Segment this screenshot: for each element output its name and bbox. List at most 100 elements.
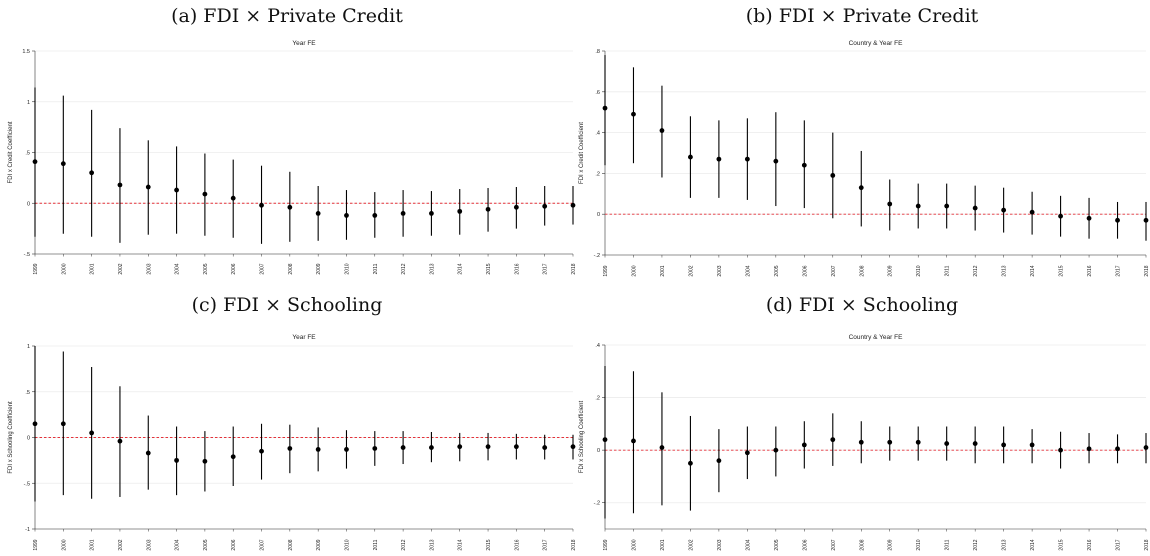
point-estimate (944, 441, 950, 446)
point-estimate (32, 421, 38, 427)
y-tick-label: -.2 (594, 253, 600, 259)
point-estimate (174, 457, 179, 463)
point-estimate (773, 158, 779, 164)
point-estimate (972, 205, 978, 211)
point-estimate (89, 170, 95, 176)
x-tick-label: 2014 (458, 263, 464, 274)
y-tick-label: .5 (25, 390, 30, 396)
x-tick-label: 2011 (373, 263, 379, 274)
point-estimate (32, 159, 38, 165)
x-tick-label: 2015 (1059, 265, 1065, 276)
x-tick-label: 2002 (118, 539, 124, 550)
panel-0: -.5 0 .5 1 1.5 Year FE FDI x Credit Coefficien… (8, 40, 577, 275)
point-estimate (858, 439, 864, 445)
x-tick-label: 2015 (486, 263, 492, 274)
y-tick-label: .4 (595, 131, 600, 137)
point-estimate (887, 201, 893, 207)
y-tick-label: 1 (27, 100, 30, 106)
point-estimate (429, 445, 434, 450)
point-estimate (972, 441, 978, 446)
y-tick-label: 0 (27, 436, 30, 442)
point-estimate (716, 458, 722, 464)
point-estimate (944, 203, 950, 209)
x-tick-label: 2013 (429, 539, 435, 550)
x-tick-label: 2003 (717, 539, 723, 550)
x-tick-label: 2006 (231, 539, 237, 550)
y-tick-label: -.2 (594, 501, 600, 507)
x-tick-label: 2017 (543, 263, 549, 274)
x-tick-label: 2002 (688, 539, 694, 550)
point-estimate (659, 445, 665, 450)
x-tick-label: 2000 (61, 263, 67, 274)
point-estimate (230, 454, 236, 460)
x-tick-label: 2009 (316, 263, 322, 274)
point-estimate (485, 444, 491, 450)
y-tick-label: -1 (25, 527, 30, 533)
x-tick-label: 1999 (603, 265, 609, 276)
x-tick-label: 2018 (1144, 265, 1150, 276)
point-estimate (716, 156, 722, 162)
point-estimate (744, 450, 750, 456)
point-estimate (1029, 442, 1035, 448)
x-tick-label: 2013 (1002, 265, 1008, 276)
point-estimate (344, 446, 349, 452)
point-estimate (60, 161, 66, 167)
x-tick-label: 2010 (916, 539, 922, 550)
x-tick-label: 2018 (571, 539, 577, 550)
x-tick-label: 2014 (1030, 265, 1036, 276)
x-tick-label: 2000 (61, 539, 67, 550)
y-tick-label: -.5 (24, 252, 30, 258)
point-estimate (117, 182, 123, 188)
point-estimate (744, 156, 750, 162)
point-estimate (202, 191, 208, 197)
y-tick-label: .4 (595, 343, 600, 349)
point-estimate (830, 173, 836, 178)
x-tick-label: 2000 (631, 265, 637, 276)
point-estimate (202, 458, 208, 464)
x-tick-label: 2005 (774, 265, 780, 276)
x-tick-label: 2011 (945, 265, 951, 276)
chart-title: Year FE (292, 334, 316, 341)
x-tick-label: 2014 (1030, 539, 1036, 550)
point-estimate (1001, 442, 1007, 448)
x-tick-label: 2002 (688, 265, 694, 276)
y-tick-label: 1 (27, 344, 30, 350)
x-tick-label: 2004 (745, 265, 751, 276)
x-tick-label: 2014 (458, 539, 464, 550)
panel-3: -.2 0 .2 .4 Country & Year FE FDI x Schooling… (579, 334, 1150, 551)
point-estimate (117, 438, 123, 444)
point-estimate (259, 202, 264, 208)
x-tick-label: 2006 (802, 265, 808, 276)
x-tick-label: 2017 (1116, 539, 1122, 550)
y-tick-label: .6 (595, 90, 600, 96)
point-estimate (570, 444, 576, 450)
y-tick-label: 0 (597, 212, 600, 218)
point-estimate (315, 446, 321, 452)
x-tick-label: 2008 (859, 265, 865, 276)
point-estimate (60, 421, 66, 427)
x-tick-label: 2011 (373, 539, 379, 550)
x-tick-label: 2009 (316, 539, 322, 550)
point-estimate (602, 437, 608, 443)
x-tick-label: 2010 (916, 265, 922, 276)
x-tick-label: 2007 (260, 263, 266, 274)
x-tick-label: 2008 (288, 263, 294, 274)
x-tick-label: 2010 (344, 263, 350, 274)
chart-title: Year FE (292, 40, 316, 47)
x-tick-label: 2004 (745, 539, 751, 550)
x-tick-label: 2012 (973, 265, 979, 276)
y-tick-label: .2 (595, 171, 600, 177)
point-estimate (372, 213, 378, 218)
point-estimate (1058, 213, 1063, 219)
x-tick-label: 2006 (802, 539, 808, 550)
x-tick-label: 2012 (401, 539, 407, 550)
y-axis-label: FDI x Schooling Coefficient (579, 401, 585, 474)
panel-d-heading: (d) FDI × Schooling (765, 294, 959, 316)
point-estimate (1115, 217, 1120, 223)
x-tick-label: 2016 (1087, 265, 1093, 276)
point-estimate (1058, 447, 1063, 453)
point-estimate (400, 445, 406, 450)
x-tick-label: 2010 (344, 539, 350, 550)
y-tick-label: 0 (27, 201, 30, 207)
point-estimate (858, 185, 864, 191)
